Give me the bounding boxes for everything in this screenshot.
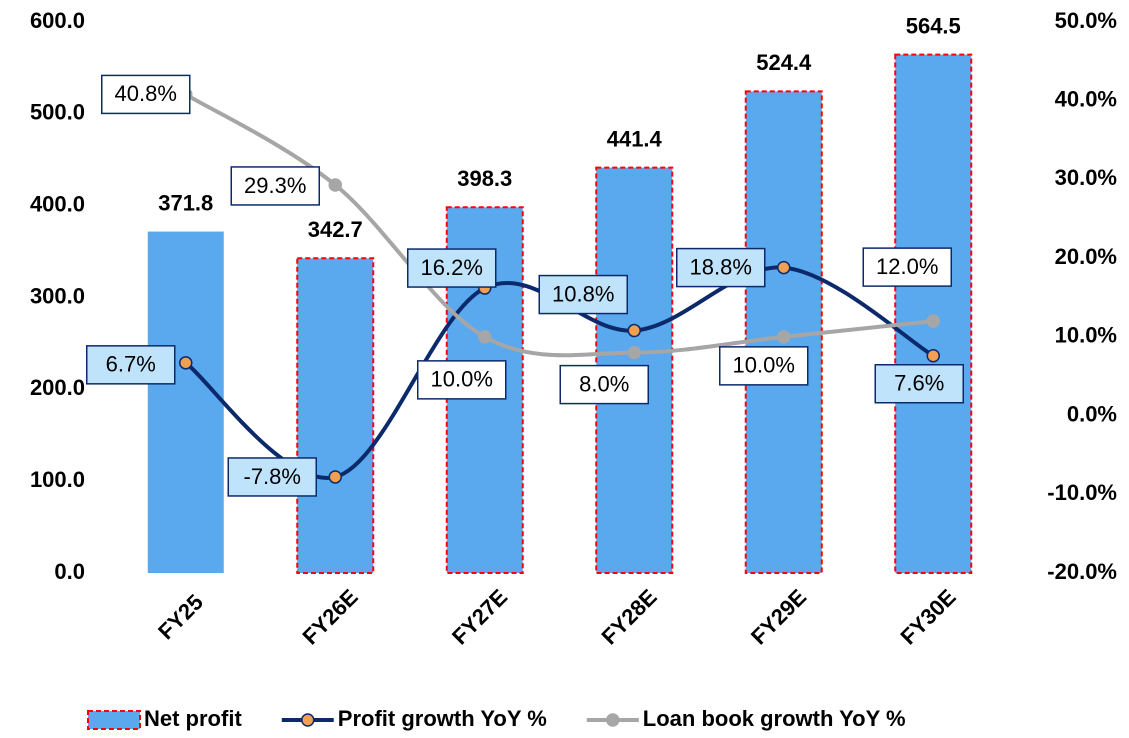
data-label-box	[101, 74, 191, 115]
marker	[926, 314, 940, 328]
marker	[179, 356, 193, 370]
marker	[478, 330, 492, 344]
data-label-box	[676, 247, 766, 288]
bar-value-label: 564.5	[906, 13, 961, 38]
y2-tick-label: 50.0%	[1055, 8, 1117, 33]
data-label-text: 12.0%	[876, 254, 938, 279]
data-label-text: 16.2%	[421, 255, 483, 280]
data-label: 29.3%	[230, 166, 320, 206]
data-label: 16.2%	[407, 248, 497, 288]
data-label-text: 29.3%	[244, 173, 306, 198]
legend-item: Profit growth YoY %	[281, 706, 547, 731]
data-label-text: 8.0%	[579, 371, 629, 396]
data-label: 40.8%	[101, 74, 191, 115]
data-label-text: 10.0%	[733, 353, 795, 378]
legend-item: Net profit	[87, 706, 242, 731]
data-label: 10.8%	[538, 274, 628, 315]
y-tick-label: 400.0	[30, 191, 85, 216]
data-label: 6.7%	[86, 345, 176, 385]
data-label-box	[862, 247, 952, 287]
data-label-text: 10.8%	[552, 281, 614, 306]
y-tick-label: 600.0	[30, 8, 85, 33]
data-label-box	[227, 457, 317, 497]
legend-label: Loan book growth YoY %	[643, 706, 906, 731]
x-tick-label: FY27E	[447, 584, 512, 649]
data-label-box	[230, 166, 320, 206]
data-label-text: 7.6%	[894, 371, 944, 396]
legend-item: Loan book growth YoY %	[586, 706, 906, 731]
data-label-box	[874, 363, 964, 404]
marker	[627, 345, 641, 360]
data-label: 18.8%	[676, 247, 766, 288]
bar	[147, 231, 224, 573]
marker	[777, 260, 791, 275]
data-label-box	[538, 274, 628, 315]
data-label-text: 10.0%	[431, 367, 493, 392]
marker	[627, 323, 641, 338]
marker	[328, 178, 342, 192]
marker	[328, 470, 342, 484]
legend-label: Profit growth YoY %	[338, 706, 547, 731]
data-label-text: 40.8%	[115, 81, 177, 106]
bar-value-label: 524.4	[756, 50, 812, 75]
marker	[777, 330, 791, 344]
y2-tick-label: -20.0%	[1047, 559, 1117, 584]
y-tick-label: 0.0	[54, 559, 85, 584]
legend-marker	[301, 713, 315, 727]
bar	[894, 53, 973, 575]
y2-tick-label: 40.0%	[1055, 87, 1117, 112]
legend-label: Net profit	[144, 706, 242, 731]
y-tick-label: 200.0	[30, 375, 85, 400]
data-label-box	[86, 345, 176, 385]
bar-value-label: 342.7	[308, 217, 363, 242]
y2-tick-label: 0.0%	[1067, 401, 1117, 426]
data-label-box	[417, 360, 507, 400]
y-tick-label: 300.0	[30, 283, 85, 308]
data-label: 7.6%	[874, 363, 964, 404]
data-label-box	[407, 248, 497, 288]
y2-tick-label: 10.0%	[1055, 323, 1117, 348]
x-tick-label: FY28E	[596, 584, 661, 649]
data-label: 10.0%	[719, 346, 809, 386]
data-label-text: 18.8%	[690, 254, 752, 279]
legend-swatch	[87, 710, 141, 730]
data-label: 12.0%	[862, 247, 952, 287]
x-tick-label: FY29E	[746, 584, 811, 649]
y-tick-label: 500.0	[30, 100, 85, 125]
data-label: 8.0%	[559, 364, 649, 405]
x-tick-label: FY26E	[297, 584, 362, 649]
data-label-text: 6.7%	[106, 352, 156, 377]
bar-value-label: 441.4	[607, 126, 663, 151]
bar-value-label: 398.3	[457, 166, 512, 191]
y2-tick-label: 30.0%	[1055, 165, 1117, 190]
y-tick-label: 100.0	[30, 467, 85, 492]
x-tick-label: FY25	[153, 589, 208, 644]
data-label: 10.0%	[417, 360, 507, 400]
bar-value-label: 371.8	[158, 190, 213, 215]
legend-marker	[606, 713, 620, 727]
x-tick-label: FY30E	[895, 584, 960, 649]
data-label: -7.8%	[227, 457, 317, 497]
data-label-box	[719, 346, 809, 386]
data-label-box	[559, 364, 649, 405]
bar	[296, 257, 375, 574]
marker	[926, 348, 940, 363]
y2-tick-label: 20.0%	[1055, 244, 1117, 269]
data-label-text: -7.8%	[244, 464, 301, 489]
y2-tick-label: -10.0%	[1047, 480, 1117, 505]
